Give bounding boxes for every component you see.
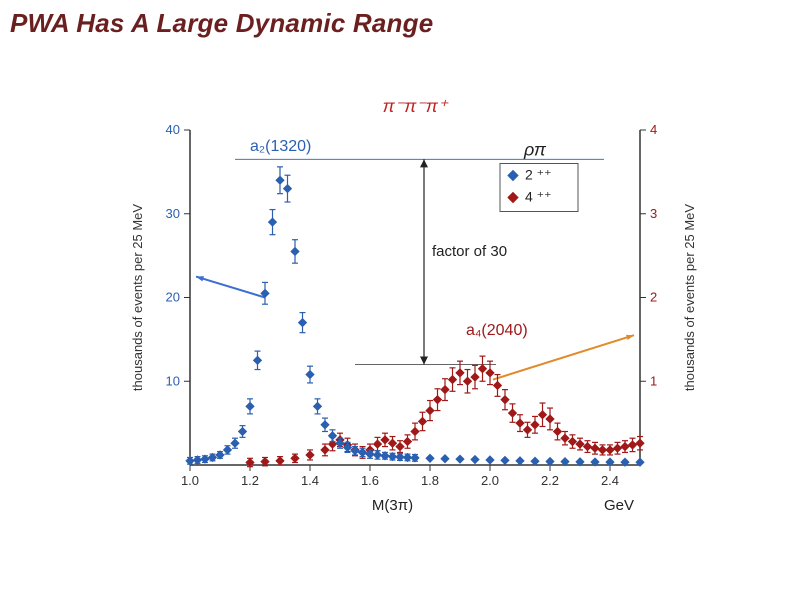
svg-text:2 ⁺⁺: 2 ⁺⁺ bbox=[525, 167, 551, 183]
svg-text:1: 1 bbox=[650, 373, 657, 388]
svg-text:M(3π): M(3π) bbox=[372, 497, 413, 514]
svg-text:1.8: 1.8 bbox=[421, 473, 439, 488]
svg-text:2.2: 2.2 bbox=[541, 473, 559, 488]
svg-text:2.0: 2.0 bbox=[481, 473, 499, 488]
svg-text:a₂(1320): a₂(1320) bbox=[250, 138, 311, 155]
svg-text:ρπ: ρπ bbox=[523, 140, 547, 160]
svg-text:thousands of events per 25 MeV: thousands of events per 25 MeV bbox=[682, 204, 697, 392]
svg-text:GeV: GeV bbox=[604, 497, 634, 514]
svg-text:a₄(2040): a₄(2040) bbox=[466, 322, 528, 339]
svg-text:40: 40 bbox=[166, 122, 180, 137]
svg-text:2.4: 2.4 bbox=[601, 473, 619, 488]
svg-text:4 ⁺⁺: 4 ⁺⁺ bbox=[525, 189, 551, 205]
svg-text:1.2: 1.2 bbox=[241, 473, 259, 488]
dual-axis-scatter: 1.0 1.2 1.4 1.6 1.8 2.0 2.2 2.4 10 20 30 40 1 2 3 4 M(3π… bbox=[120, 90, 710, 520]
slide-title: PWA Has A Large Dynamic Range bbox=[10, 8, 433, 39]
svg-text:π⁻π⁻π⁺: π⁻π⁻π⁺ bbox=[383, 96, 449, 116]
chart-container: 1.0 1.2 1.4 1.6 1.8 2.0 2.2 2.4 10 20 30 40 1 2 3 4 M(3π… bbox=[120, 90, 710, 520]
svg-text:2: 2 bbox=[650, 290, 657, 305]
svg-text:20: 20 bbox=[166, 290, 180, 305]
svg-text:30: 30 bbox=[166, 206, 180, 221]
svg-text:factor of 30: factor of 30 bbox=[432, 243, 507, 260]
svg-text:thousands of events per 25 MeV: thousands of events per 25 MeV bbox=[130, 204, 145, 392]
svg-text:3: 3 bbox=[650, 206, 657, 221]
svg-text:4: 4 bbox=[650, 122, 657, 137]
svg-text:1.6: 1.6 bbox=[361, 473, 379, 488]
svg-text:1.0: 1.0 bbox=[181, 473, 199, 488]
svg-text:1.4: 1.4 bbox=[301, 473, 319, 488]
svg-text:10: 10 bbox=[166, 373, 180, 388]
